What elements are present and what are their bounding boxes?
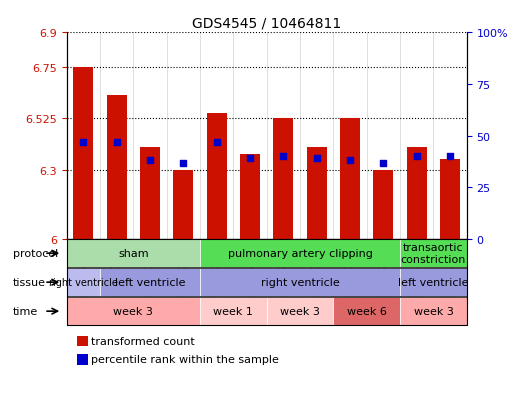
Text: week 3: week 3 — [413, 306, 453, 316]
Text: transformed count: transformed count — [91, 336, 195, 346]
Point — [79, 139, 87, 146]
Bar — [73, 67, 93, 240]
Text: percentile rank within the sample: percentile rank within the sample — [91, 354, 279, 364]
Text: pulmonary artery clipping: pulmonary artery clipping — [228, 249, 372, 259]
Point — [446, 154, 454, 160]
Text: week 3: week 3 — [280, 306, 320, 316]
Point — [346, 158, 354, 164]
Text: week 1: week 1 — [213, 306, 253, 316]
Text: week 6: week 6 — [347, 306, 387, 316]
Bar — [240, 154, 260, 240]
Point — [212, 139, 221, 146]
Point — [379, 160, 388, 166]
Title: GDS4545 / 10464811: GDS4545 / 10464811 — [192, 17, 341, 31]
Bar — [307, 148, 327, 240]
Point — [279, 154, 287, 160]
Text: time: time — [13, 306, 38, 316]
Bar — [340, 119, 360, 240]
Text: right ventricle: right ventricle — [261, 278, 340, 287]
Bar — [407, 148, 427, 240]
Point — [179, 160, 187, 166]
Point — [246, 156, 254, 162]
Point — [112, 139, 121, 146]
Bar — [173, 171, 193, 240]
Bar — [207, 113, 227, 240]
Text: week 3: week 3 — [113, 306, 153, 316]
Point — [412, 154, 421, 160]
Bar — [273, 119, 293, 240]
Point — [146, 158, 154, 164]
Bar — [373, 171, 393, 240]
Point — [312, 156, 321, 162]
Text: left ventricle: left ventricle — [115, 278, 185, 287]
Bar — [107, 96, 127, 240]
Text: protocol: protocol — [13, 249, 58, 259]
Text: right ventricle: right ventricle — [49, 278, 118, 287]
Text: left ventricle: left ventricle — [398, 278, 469, 287]
Text: tissue: tissue — [13, 278, 46, 287]
Text: sham: sham — [118, 249, 149, 259]
Bar — [140, 148, 160, 240]
Bar — [440, 159, 460, 240]
Text: transaortic
constriction: transaortic constriction — [401, 243, 466, 264]
